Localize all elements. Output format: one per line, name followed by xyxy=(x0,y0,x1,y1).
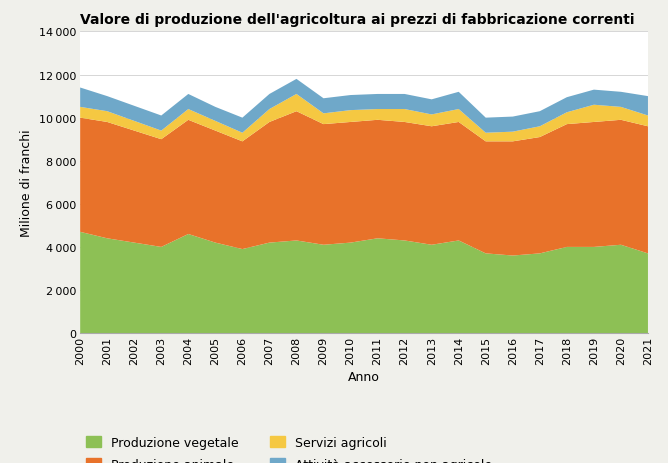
X-axis label: Anno: Anno xyxy=(348,370,380,383)
Legend: Produzione vegetale, Produzione animale, Servizi agricoli, Attività accessorie n: Produzione vegetale, Produzione animale,… xyxy=(86,436,492,463)
Y-axis label: Milione di franchi: Milione di franchi xyxy=(20,129,33,237)
Text: Valore di produzione dell'agricoltura ai prezzi di fabbricazione correnti: Valore di produzione dell'agricoltura ai… xyxy=(80,13,635,27)
